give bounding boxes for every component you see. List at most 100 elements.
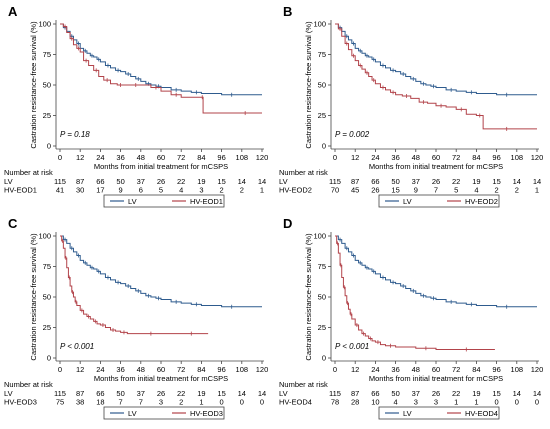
x-tick-label: 84 <box>472 365 480 374</box>
risk-value-HV-EOD1: 6 <box>139 186 143 195</box>
risk-value-LV: 14 <box>238 177 246 186</box>
legend-box <box>378 406 500 420</box>
y-tick-label: 100 <box>313 20 326 29</box>
legend-label-LV: LV <box>128 409 137 418</box>
x-tick-label: 120 <box>256 153 269 162</box>
y-axis-label: Castration resistance-free survival (%) <box>304 233 313 361</box>
legend-label-HV-EOD3: HV-EOD3 <box>190 409 223 418</box>
x-tick-label: 24 <box>96 153 104 162</box>
series-line-LV <box>335 23 537 96</box>
x-tick-label: 108 <box>511 365 524 374</box>
x-tick-label: 0 <box>333 153 337 162</box>
y-tick-label: 25 <box>318 323 326 332</box>
risk-value-HV-EOD4: 0 <box>535 398 539 407</box>
risk-value-LV: 15 <box>492 177 500 186</box>
risk-value-LV: 14 <box>258 177 266 186</box>
panel-A: A Castration resistance-free survival (%)… <box>4 4 269 208</box>
x-tick-label: 12 <box>351 153 359 162</box>
p-value: P < 0.001 <box>60 342 94 351</box>
y-tick-label: 0 <box>322 354 326 363</box>
series-line-LV <box>60 23 262 96</box>
x-tick-label: 84 <box>472 153 480 162</box>
risk-value-LV: 26 <box>157 177 165 186</box>
legend-label-HV-EOD2: HV-EOD2 <box>465 197 498 206</box>
x-tick-label: 60 <box>157 365 165 374</box>
risk-value-HV-EOD4: 0 <box>495 398 499 407</box>
series-line-LV <box>335 235 537 308</box>
x-tick-label: 120 <box>256 365 269 374</box>
risk-value-HV-EOD3: 0 <box>240 398 244 407</box>
risk-value-LV: 26 <box>157 389 165 398</box>
risk-table-title: Number at risk <box>4 168 53 177</box>
panel-label: C <box>8 216 18 231</box>
risk-value-HV-EOD2: 9 <box>414 186 418 195</box>
x-tick-label: 48 <box>412 153 420 162</box>
x-tick-label: 72 <box>177 153 185 162</box>
risk-value-HV-EOD2: 7 <box>434 186 438 195</box>
risk-value-LV: 115 <box>329 389 341 398</box>
risk-row-label-LV: LV <box>279 177 288 186</box>
risk-row-label-HV-EOD2: HV-EOD2 <box>279 186 312 195</box>
risk-value-LV: 14 <box>258 389 266 398</box>
x-tick-label: 48 <box>412 365 420 374</box>
risk-value-LV: 66 <box>371 389 379 398</box>
risk-value-LV: 26 <box>432 389 440 398</box>
x-axis-label: Months from initial treatment for mCSPS <box>94 162 228 171</box>
x-tick-label: 48 <box>137 365 145 374</box>
risk-value-LV: 87 <box>351 389 359 398</box>
y-tick-label: 50 <box>43 81 51 90</box>
risk-value-HV-EOD3: 18 <box>96 398 104 407</box>
risk-value-LV: 14 <box>238 389 246 398</box>
risk-value-LV: 19 <box>472 177 480 186</box>
x-tick-label: 36 <box>391 365 399 374</box>
risk-value-HV-EOD4: 10 <box>371 398 379 407</box>
x-tick-label: 60 <box>432 365 440 374</box>
risk-value-HV-EOD4: 3 <box>434 398 438 407</box>
x-tick-label: 96 <box>492 153 500 162</box>
risk-value-HV-EOD1: 30 <box>76 186 84 195</box>
x-tick-label: 96 <box>217 365 225 374</box>
risk-value-HV-EOD1: 2 <box>220 186 224 195</box>
risk-row-label-HV-EOD3: HV-EOD3 <box>4 398 37 407</box>
x-tick-label: 72 <box>452 153 460 162</box>
risk-value-LV: 66 <box>371 177 379 186</box>
x-tick-label: 12 <box>351 365 359 374</box>
legend-label-LV: LV <box>403 409 412 418</box>
risk-value-LV: 15 <box>492 389 500 398</box>
series-line-HV-EOD4 <box>335 235 495 350</box>
risk-table-title: Number at risk <box>4 380 53 389</box>
risk-value-LV: 37 <box>412 389 420 398</box>
risk-value-HV-EOD1: 4 <box>179 186 183 195</box>
legend-label-LV: LV <box>128 197 137 206</box>
risk-value-LV: 50 <box>116 389 124 398</box>
y-tick-label: 75 <box>318 50 326 59</box>
x-tick-label: 96 <box>217 153 225 162</box>
risk-value-HV-EOD1: 5 <box>159 186 163 195</box>
risk-value-LV: 115 <box>329 177 341 186</box>
risk-value-HV-EOD2: 4 <box>474 186 478 195</box>
risk-value-HV-EOD3: 0 <box>220 398 224 407</box>
x-tick-label: 12 <box>76 153 84 162</box>
y-tick-label: 50 <box>318 81 326 90</box>
risk-value-HV-EOD2: 15 <box>391 186 399 195</box>
x-tick-label: 84 <box>197 365 205 374</box>
x-tick-label: 72 <box>452 365 460 374</box>
risk-value-LV: 37 <box>137 177 145 186</box>
panel-label: A <box>8 4 18 19</box>
risk-value-LV: 22 <box>452 177 460 186</box>
risk-value-LV: 50 <box>391 177 399 186</box>
risk-value-LV: 115 <box>54 389 66 398</box>
x-axis-label: Months from initial treatment for mCSPS <box>94 374 228 383</box>
risk-value-LV: 14 <box>513 177 521 186</box>
y-tick-label: 0 <box>322 142 326 151</box>
series-line-HV-EOD3 <box>60 235 209 335</box>
risk-value-LV: 66 <box>96 177 104 186</box>
risk-value-HV-EOD4: 3 <box>414 398 418 407</box>
risk-value-HV-EOD1: 9 <box>119 186 123 195</box>
risk-value-LV: 19 <box>197 177 205 186</box>
y-tick-label: 75 <box>43 262 51 271</box>
risk-value-HV-EOD3: 1 <box>199 398 203 407</box>
p-value: P < 0.001 <box>335 342 369 351</box>
risk-value-LV: 19 <box>472 389 480 398</box>
x-tick-label: 108 <box>236 153 249 162</box>
